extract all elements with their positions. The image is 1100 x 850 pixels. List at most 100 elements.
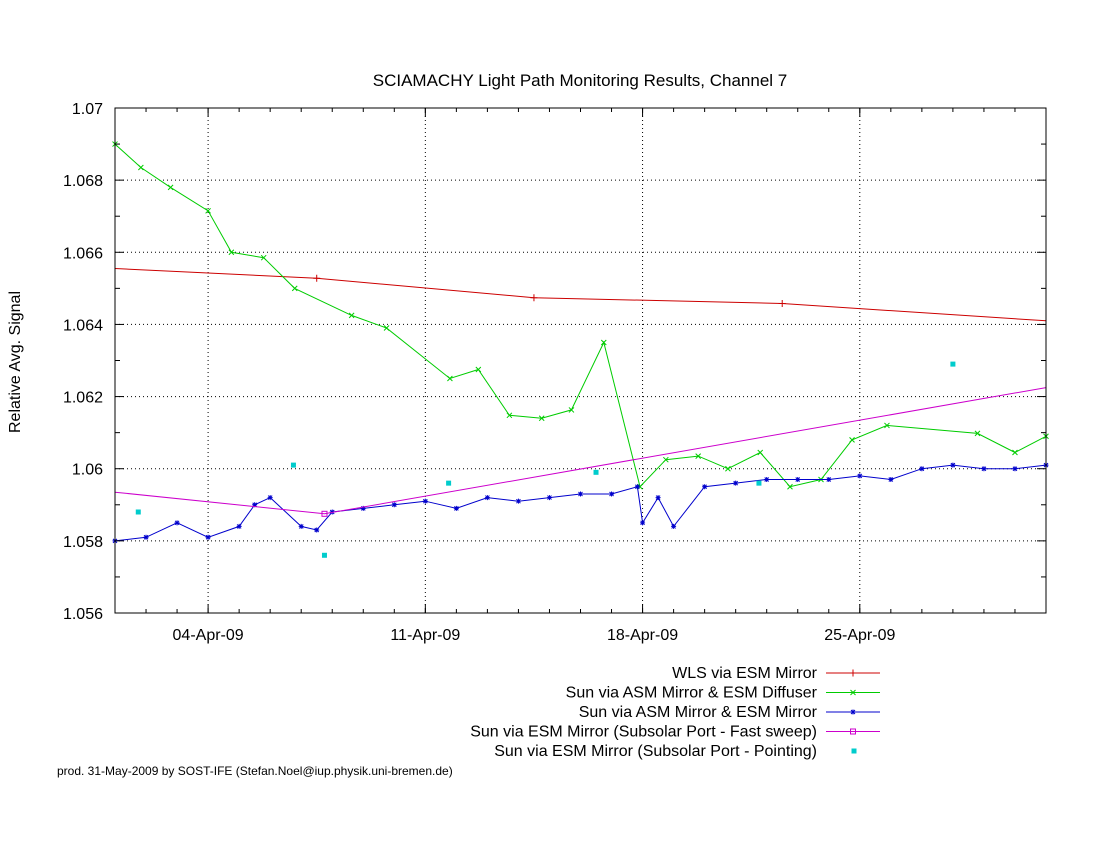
data-point — [637, 483, 643, 490]
series-layer — [112, 141, 1049, 558]
x-tick-label: 11-Apr-09 — [390, 627, 460, 644]
series-4 — [114, 387, 1047, 517]
data-point — [298, 523, 304, 529]
data-point — [655, 495, 661, 501]
data-point — [787, 483, 793, 490]
data-point — [695, 453, 702, 459]
data-point — [391, 502, 397, 508]
data-point — [600, 339, 607, 346]
legend-item: Sun via ESM Mirror (Subsolar Port - Poin… — [494, 743, 857, 760]
grid — [115, 108, 1046, 613]
data-point — [135, 509, 141, 515]
data-point — [849, 669, 857, 677]
data-point — [174, 520, 180, 526]
legend-item: Sun via ASM Mirror & ESM Mirror — [579, 704, 880, 721]
data-point — [634, 484, 640, 490]
data-point — [857, 473, 863, 479]
data-point — [850, 709, 856, 715]
data-point — [568, 407, 575, 413]
data-point — [702, 484, 708, 490]
data-point — [422, 498, 428, 504]
legend-item: WLS via ESM Mirror — [672, 665, 880, 682]
data-point — [851, 748, 857, 754]
data-point — [484, 495, 490, 501]
data-point — [950, 462, 956, 468]
data-point — [167, 184, 174, 191]
data-point — [850, 689, 856, 696]
series-line — [114, 387, 1047, 515]
data-point — [546, 495, 552, 501]
y-tick-label: 1.058 — [63, 534, 103, 551]
data-point — [888, 477, 894, 483]
y-axis-ticks: 1.056 1.058 1.06 1.062 1.064 1.066 1.068 1.07 — [63, 101, 1046, 623]
y-tick-label: 1.06 — [72, 462, 103, 479]
data-point — [228, 249, 235, 256]
data-point — [919, 466, 925, 472]
data-point — [981, 466, 987, 472]
data-point — [506, 412, 513, 419]
data-point — [321, 510, 328, 517]
data-point — [447, 375, 453, 382]
data-point — [530, 294, 538, 302]
data-point — [360, 505, 366, 511]
data-point — [826, 477, 832, 483]
data-point — [849, 437, 855, 443]
data-point — [236, 523, 242, 529]
x-tick-label: 04-Apr-09 — [173, 627, 244, 644]
data-point — [475, 366, 482, 373]
data-point — [383, 325, 390, 331]
series-5 — [135, 361, 956, 558]
series-1 — [114, 268, 1047, 322]
x-tick-label: 25-Apr-09 — [824, 627, 895, 644]
data-point — [593, 469, 599, 475]
x-axis-ticks: 04-Apr-09 11-Apr-09 18-Apr-09 25-Apr-09 — [114, 108, 1047, 644]
data-point — [725, 465, 731, 472]
data-point — [733, 480, 739, 486]
data-point — [795, 477, 801, 483]
y-tick-label: 1.07 — [72, 101, 103, 118]
x-tick-label: 18-Apr-09 — [607, 627, 678, 644]
data-point — [291, 285, 298, 292]
legend-label: Sun via ESM Mirror (Subsolar Port - Fast… — [470, 724, 817, 741]
legend-label: Sun via ASM Mirror & ESM Diffuser — [566, 685, 818, 702]
data-point — [662, 456, 669, 463]
data-point — [757, 449, 764, 456]
legend-item: Sun via ESM Mirror (Subsolar Port - Fast… — [470, 724, 880, 741]
data-point — [205, 534, 211, 540]
data-point — [252, 502, 258, 508]
data-point — [314, 527, 320, 533]
data-point — [884, 422, 890, 429]
credit-note: prod. 31-May-2009 by SOST-IFE (Stefan.No… — [57, 764, 453, 778]
data-point — [290, 462, 296, 468]
data-point — [515, 498, 521, 504]
legend: WLS via ESM Mirror Sun via ASM Mirror & E… — [470, 665, 880, 760]
y-tick-label: 1.064 — [63, 317, 103, 334]
data-point — [671, 523, 677, 529]
data-point — [446, 480, 452, 486]
data-point — [609, 491, 615, 497]
data-point — [313, 274, 321, 282]
data-point — [1012, 466, 1018, 472]
y-tick-label: 1.068 — [63, 173, 103, 190]
data-point — [578, 491, 583, 497]
data-point — [538, 415, 545, 422]
y-tick-label: 1.062 — [63, 390, 103, 407]
data-point — [778, 300, 786, 308]
chart-title: SCIAMACHY Light Path Monitoring Results,… — [373, 71, 788, 90]
legend-label: Sun via ASM Mirror & ESM Mirror — [579, 704, 818, 721]
data-point — [267, 495, 273, 501]
data-point — [138, 164, 144, 171]
data-point — [756, 480, 762, 486]
legend-label: WLS via ESM Mirror — [672, 665, 818, 682]
y-tick-label: 1.056 — [63, 606, 103, 623]
data-point — [950, 361, 956, 367]
data-point — [974, 430, 981, 437]
data-point — [1012, 449, 1018, 456]
data-point — [764, 477, 770, 483]
y-axis-label: Relative Avg. Signal — [7, 291, 24, 433]
data-point — [205, 207, 211, 214]
data-point — [453, 505, 459, 511]
legend-item: Sun via ASM Mirror & ESM Diffuser — [566, 685, 880, 702]
